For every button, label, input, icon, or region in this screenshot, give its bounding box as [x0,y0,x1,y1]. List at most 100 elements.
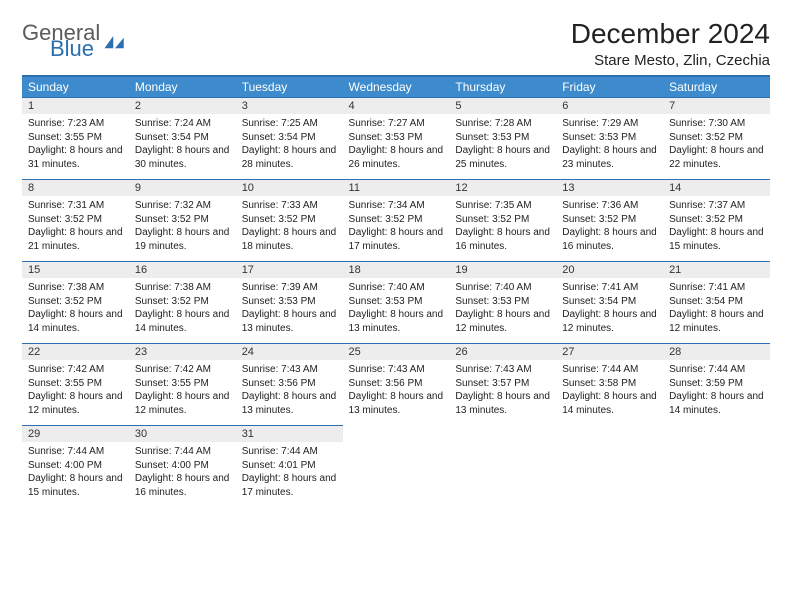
day-detail-cell: Sunrise: 7:24 AMSunset: 3:54 PMDaylight:… [129,114,236,180]
daylight-text: Daylight: 8 hours and 19 minutes. [135,226,230,253]
day-detail-cell: Sunrise: 7:34 AMSunset: 3:52 PMDaylight:… [343,196,450,262]
day-number-cell: 19 [449,262,556,279]
day-number-cell: 9 [129,180,236,197]
sunset-text: Sunset: 3:53 PM [562,131,657,145]
calendar-table: Sunday Monday Tuesday Wednesday Thursday… [22,77,770,507]
day-detail-cell [663,442,770,507]
day-detail-cell: Sunrise: 7:35 AMSunset: 3:52 PMDaylight:… [449,196,556,262]
daylight-text: Daylight: 8 hours and 13 minutes. [242,308,337,335]
logo-text-blue: Blue [50,38,100,60]
sunset-text: Sunset: 3:55 PM [135,377,230,391]
day-detail-cell: Sunrise: 7:38 AMSunset: 3:52 PMDaylight:… [22,278,129,344]
daylight-text: Daylight: 8 hours and 13 minutes. [349,308,444,335]
sunset-text: Sunset: 3:53 PM [455,131,550,145]
day-number-cell [663,426,770,443]
sunset-text: Sunset: 3:52 PM [135,295,230,309]
sunset-text: Sunset: 3:52 PM [349,213,444,227]
daylight-text: Daylight: 8 hours and 28 minutes. [242,144,337,171]
daylight-text: Daylight: 8 hours and 26 minutes. [349,144,444,171]
day-detail-cell: Sunrise: 7:44 AMSunset: 4:00 PMDaylight:… [129,442,236,507]
weekday-header: Thursday [449,77,556,98]
sunset-text: Sunset: 3:52 PM [135,213,230,227]
sunset-text: Sunset: 3:58 PM [562,377,657,391]
day-number-row: 1234567 [22,98,770,115]
daylight-text: Daylight: 8 hours and 14 minutes. [669,390,764,417]
day-number-cell: 30 [129,426,236,443]
daylight-text: Daylight: 8 hours and 13 minutes. [242,390,337,417]
day-detail-cell: Sunrise: 7:38 AMSunset: 3:52 PMDaylight:… [129,278,236,344]
sunrise-text: Sunrise: 7:39 AM [242,281,337,295]
daylight-text: Daylight: 8 hours and 17 minutes. [349,226,444,253]
day-detail-cell: Sunrise: 7:32 AMSunset: 3:52 PMDaylight:… [129,196,236,262]
title-block: December 2024 Stare Mesto, Zlin, Czechia [571,18,770,69]
sunrise-text: Sunrise: 7:27 AM [349,117,444,131]
day-detail-cell: Sunrise: 7:42 AMSunset: 3:55 PMDaylight:… [22,360,129,426]
logo-sail-icon [104,36,126,50]
sunrise-text: Sunrise: 7:36 AM [562,199,657,213]
day-number-cell: 7 [663,98,770,115]
daylight-text: Daylight: 8 hours and 16 minutes. [562,226,657,253]
day-number-row: 22232425262728 [22,344,770,361]
day-number-cell: 11 [343,180,450,197]
day-detail-cell: Sunrise: 7:43 AMSunset: 3:56 PMDaylight:… [236,360,343,426]
sunrise-text: Sunrise: 7:41 AM [562,281,657,295]
day-detail-cell: Sunrise: 7:36 AMSunset: 3:52 PMDaylight:… [556,196,663,262]
day-detail-cell: Sunrise: 7:23 AMSunset: 3:55 PMDaylight:… [22,114,129,180]
day-number-cell: 27 [556,344,663,361]
day-number-cell: 8 [22,180,129,197]
daylight-text: Daylight: 8 hours and 25 minutes. [455,144,550,171]
day-number-cell: 18 [343,262,450,279]
day-detail-cell [449,442,556,507]
day-detail-cell: Sunrise: 7:28 AMSunset: 3:53 PMDaylight:… [449,114,556,180]
daylight-text: Daylight: 8 hours and 14 minutes. [135,308,230,335]
sunset-text: Sunset: 4:00 PM [28,459,123,473]
sunset-text: Sunset: 3:53 PM [349,131,444,145]
sunrise-text: Sunrise: 7:43 AM [455,363,550,377]
weekday-header: Saturday [663,77,770,98]
day-detail-cell: Sunrise: 7:39 AMSunset: 3:53 PMDaylight:… [236,278,343,344]
calendar-document: General Blue December 2024 Stare Mesto, … [0,0,792,525]
weekday-header: Wednesday [343,77,450,98]
sunrise-text: Sunrise: 7:33 AM [242,199,337,213]
daylight-text: Daylight: 8 hours and 31 minutes. [28,144,123,171]
day-number-cell: 2 [129,98,236,115]
sunrise-text: Sunrise: 7:37 AM [669,199,764,213]
sunset-text: Sunset: 4:01 PM [242,459,337,473]
day-detail-cell: Sunrise: 7:29 AMSunset: 3:53 PMDaylight:… [556,114,663,180]
sunset-text: Sunset: 3:54 PM [669,295,764,309]
daylight-text: Daylight: 8 hours and 16 minutes. [455,226,550,253]
sunset-text: Sunset: 3:52 PM [28,295,123,309]
day-number-cell: 14 [663,180,770,197]
sunset-text: Sunset: 3:52 PM [242,213,337,227]
day-detail-cell: Sunrise: 7:44 AMSunset: 3:59 PMDaylight:… [663,360,770,426]
day-detail-cell: Sunrise: 7:31 AMSunset: 3:52 PMDaylight:… [22,196,129,262]
daylight-text: Daylight: 8 hours and 30 minutes. [135,144,230,171]
sunset-text: Sunset: 3:54 PM [242,131,337,145]
day-detail-row: Sunrise: 7:23 AMSunset: 3:55 PMDaylight:… [22,114,770,180]
day-detail-cell: Sunrise: 7:42 AMSunset: 3:55 PMDaylight:… [129,360,236,426]
daylight-text: Daylight: 8 hours and 15 minutes. [669,226,764,253]
day-number-cell: 24 [236,344,343,361]
weekday-header: Friday [556,77,663,98]
day-number-row: 15161718192021 [22,262,770,279]
sunrise-text: Sunrise: 7:44 AM [562,363,657,377]
location: Stare Mesto, Zlin, Czechia [571,52,770,69]
day-detail-cell: Sunrise: 7:44 AMSunset: 3:58 PMDaylight:… [556,360,663,426]
day-detail-cell [343,442,450,507]
day-number-cell: 29 [22,426,129,443]
day-number-cell [449,426,556,443]
day-number-cell: 25 [343,344,450,361]
daylight-text: Daylight: 8 hours and 12 minutes. [562,308,657,335]
sunrise-text: Sunrise: 7:28 AM [455,117,550,131]
sunset-text: Sunset: 3:56 PM [349,377,444,391]
day-number-cell: 1 [22,98,129,115]
day-number-cell: 22 [22,344,129,361]
sunrise-text: Sunrise: 7:41 AM [669,281,764,295]
month-title: December 2024 [571,18,770,50]
day-number-cell: 17 [236,262,343,279]
day-detail-cell: Sunrise: 7:43 AMSunset: 3:57 PMDaylight:… [449,360,556,426]
sunrise-text: Sunrise: 7:38 AM [135,281,230,295]
daylight-text: Daylight: 8 hours and 18 minutes. [242,226,337,253]
sunrise-text: Sunrise: 7:40 AM [455,281,550,295]
daylight-text: Daylight: 8 hours and 16 minutes. [135,472,230,499]
